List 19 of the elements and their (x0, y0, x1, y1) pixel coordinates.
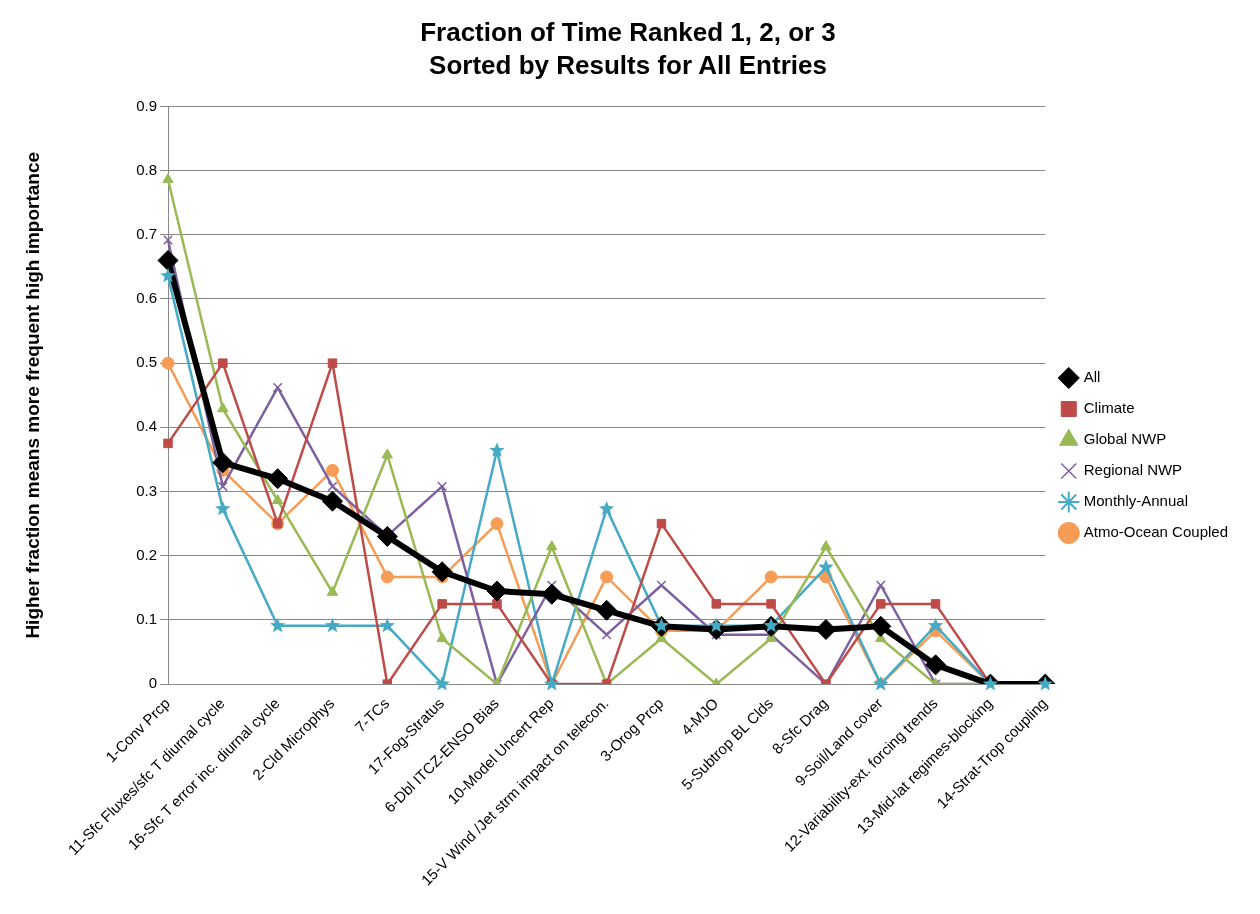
y-tick-label: 0.1 (136, 610, 157, 628)
legend-label: Atmo-Ocean Coupled (1083, 523, 1229, 541)
y-tick-label: 0.8 (136, 160, 157, 178)
y-tick-label: 0 (148, 674, 157, 692)
y-axis-title: Higher fraction means more frequent high importance (21, 151, 43, 639)
chart-subtitle: Sorted by Results for All Entries (429, 49, 827, 80)
legend-label: Regional NWP (1083, 461, 1183, 479)
legend-label: All (1083, 368, 1101, 386)
y-tick-label: 0.9 (136, 96, 157, 114)
y-tick-label: 0.4 (136, 417, 157, 435)
y-tick-label: 0.7 (136, 224, 157, 242)
legend-label: Climate (1083, 399, 1135, 417)
y-tick-label: 0.6 (136, 289, 157, 307)
y-tick-label: 0.5 (136, 353, 157, 371)
y-tick-label: 0.3 (136, 481, 157, 499)
chart-title: Fraction of Time Ranked 1, 2, or 3 (420, 16, 836, 47)
legend-label: Global NWP (1083, 430, 1167, 448)
legend-label: Monthly-Annual (1083, 492, 1188, 510)
y-tick-label: 0.2 (136, 545, 157, 563)
